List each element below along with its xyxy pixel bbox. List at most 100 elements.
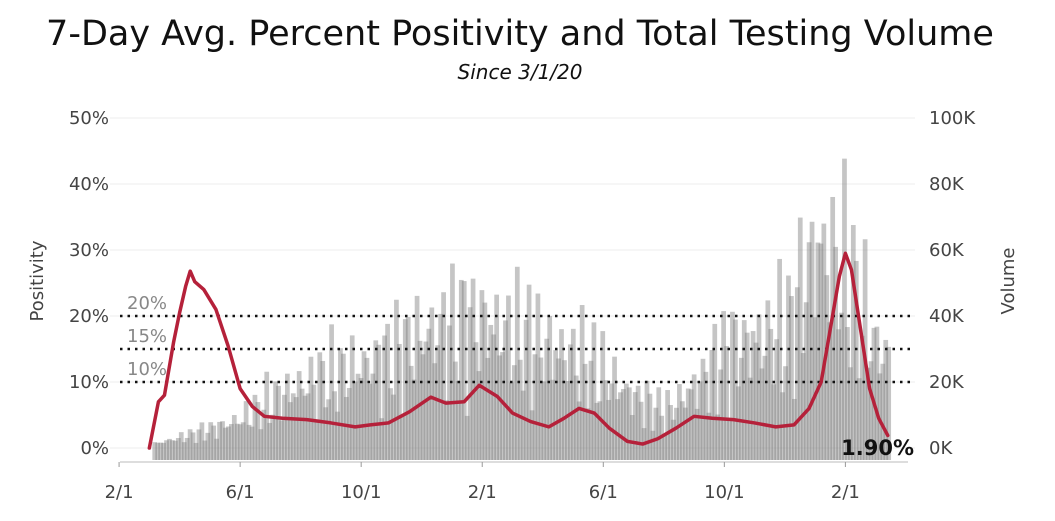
volume-bar [706, 412, 712, 460]
volume-bar [426, 328, 432, 460]
y-right-tick-label: 40K [929, 306, 965, 327]
x-tick-label: 2/1 [468, 482, 497, 503]
volume-bar [830, 196, 836, 461]
volume-bar [848, 367, 853, 460]
volume-bar [167, 438, 172, 460]
volume-bar [768, 328, 774, 460]
y-left-tick-label: 20% [69, 306, 109, 327]
axes: 2/1 6/1 10/1 2/1 6/1 10/1 2/1 0% 10% 20% 30% 40% 50%… [69, 108, 976, 503]
volume-bar [252, 394, 258, 460]
volume-bar [211, 425, 217, 460]
x-tick-label: 6/1 [226, 482, 255, 503]
volume-bar [570, 328, 576, 460]
volume-bar [367, 383, 373, 460]
volume-bar [161, 442, 166, 460]
volume-bar [246, 424, 252, 460]
volume-bar [736, 386, 741, 460]
volume-bar [473, 342, 479, 460]
volume-bar [597, 401, 603, 460]
volume-bar [237, 424, 243, 460]
volume-bar [842, 158, 847, 460]
volume-bar [338, 348, 343, 460]
volume-bar [565, 381, 570, 460]
volume-bar [800, 353, 806, 460]
volume-bar [193, 442, 199, 460]
volume-bar [556, 358, 561, 460]
volume-bar [886, 346, 892, 460]
volume-bar [155, 442, 161, 460]
volume-bar [603, 380, 609, 460]
volume-bar [526, 284, 532, 460]
volume-bar [217, 421, 222, 460]
reference-label-10: 10% [127, 359, 167, 380]
volume-bar [874, 326, 880, 460]
volume-bar [517, 359, 523, 460]
volume-bar [532, 354, 538, 460]
volume-bar [786, 275, 791, 460]
volume-bar [261, 409, 267, 460]
volume-bar [541, 381, 547, 460]
volume-bar [458, 279, 464, 460]
volume-bar [332, 391, 337, 460]
volume-bar [812, 317, 818, 460]
volume-bar [497, 355, 502, 460]
volume-bar [612, 356, 617, 460]
reference-label-20: 20% [127, 293, 167, 314]
volume-bar [175, 438, 181, 460]
volume-bar [520, 390, 526, 460]
volume-bar [243, 401, 249, 460]
volume-bar [656, 387, 662, 460]
volume-bar [305, 393, 311, 460]
volume-bar [653, 407, 659, 460]
volume-bar [420, 354, 426, 460]
volume-bar [600, 331, 606, 460]
volume-bar [579, 305, 585, 460]
volume-bar [618, 392, 623, 460]
volume-bar [214, 438, 219, 460]
y-left-tick-label: 40% [69, 174, 109, 195]
volume-bar [553, 350, 558, 460]
volume-bar [399, 416, 405, 460]
volume-bar [181, 442, 187, 460]
volume-bar [187, 429, 193, 460]
volume-bar [679, 401, 685, 460]
volume-bar [783, 366, 788, 460]
volume-bar [335, 411, 340, 460]
volume-bar [576, 401, 582, 460]
volume-bar [494, 294, 500, 460]
volume-bar [514, 266, 520, 460]
volume-bar [317, 352, 323, 460]
volume-bar [379, 418, 385, 460]
volume-bar [562, 360, 567, 460]
volume-bar [329, 324, 334, 460]
volume-bar [240, 422, 246, 460]
volume-bar [352, 381, 358, 460]
y-left-axis-label: Positivity [27, 240, 48, 321]
volume-bar [727, 418, 732, 460]
volume-bar [792, 398, 797, 460]
volume-bar [762, 355, 768, 460]
volume-bar [506, 295, 511, 460]
volume-bar [190, 432, 196, 460]
volume-bar [231, 415, 237, 460]
volume-bar [715, 414, 721, 460]
volume-bar [479, 290, 485, 460]
volume-bar [391, 394, 396, 460]
x-tick-label: 10/1 [704, 482, 744, 503]
volume-bar [311, 384, 317, 460]
volume-bar [868, 361, 874, 460]
volume-bar [405, 317, 411, 460]
volume-bar [591, 322, 597, 460]
volume-bar [500, 352, 505, 460]
y-left-tick-label: 30% [69, 240, 109, 261]
volume-bar [170, 440, 175, 460]
volume-bar [397, 343, 402, 460]
volume-bar [803, 302, 809, 460]
volume-bar [647, 393, 653, 460]
volume-bar [414, 295, 420, 460]
volume-bar [184, 437, 190, 460]
volume-bar [747, 377, 753, 460]
volume-bar [361, 351, 367, 460]
positivity-line [147, 251, 890, 450]
volume-bar [279, 420, 284, 460]
